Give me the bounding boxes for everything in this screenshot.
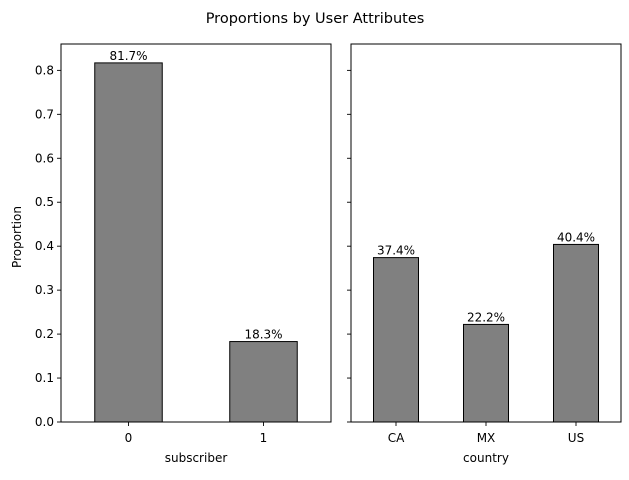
bar-1 [229,341,298,423]
x-tick-label: CA [388,431,405,445]
axes-frame [60,43,332,423]
x-tick-label: 0 [125,431,133,445]
y-tick-label: 0.0 [35,415,54,429]
y-tick-label: 0.1 [35,371,54,385]
x-tick-label: US [568,431,584,445]
country-panel: 37.4% CA 22.2% MX 40.4% US [347,43,622,445]
x-axis-label-country: country [463,451,509,465]
y-tick-label: 0.3 [35,283,54,297]
chart-title: Proportions by User Attributes [206,11,425,27]
y-tick-label: 0.2 [35,327,54,341]
x-axis-label-subscriber: subscriber [165,451,228,465]
y-tick-label: 0.8 [35,63,54,77]
y-tick-label: 0.7 [35,107,54,121]
y-tick-label: 0.4 [35,239,54,253]
bar-0 [94,62,163,423]
y-tick-label: 0.6 [35,151,54,165]
bar-us [553,243,599,423]
axes-frame [350,43,622,423]
data-label-1: 18.3% [244,328,282,342]
data-label-mx: 22.2% [467,310,505,324]
bar-mx [463,323,509,423]
x-tick-label: 1 [260,431,268,445]
data-label-0: 81.7% [109,49,147,63]
subscriber-panel: 0.0 0.1 0.2 0.3 0.4 0.5 0.6 0.7 0.8 81.7% 0 18.3% 1 [35,43,332,445]
data-label-us: 40.4% [557,230,595,244]
bar-ca [373,257,419,423]
data-label-ca: 37.4% [377,244,415,258]
x-tick-label: MX [477,431,496,445]
y-tick-label: 0.5 [35,195,54,209]
y-axis-label: Proportion [10,206,24,268]
